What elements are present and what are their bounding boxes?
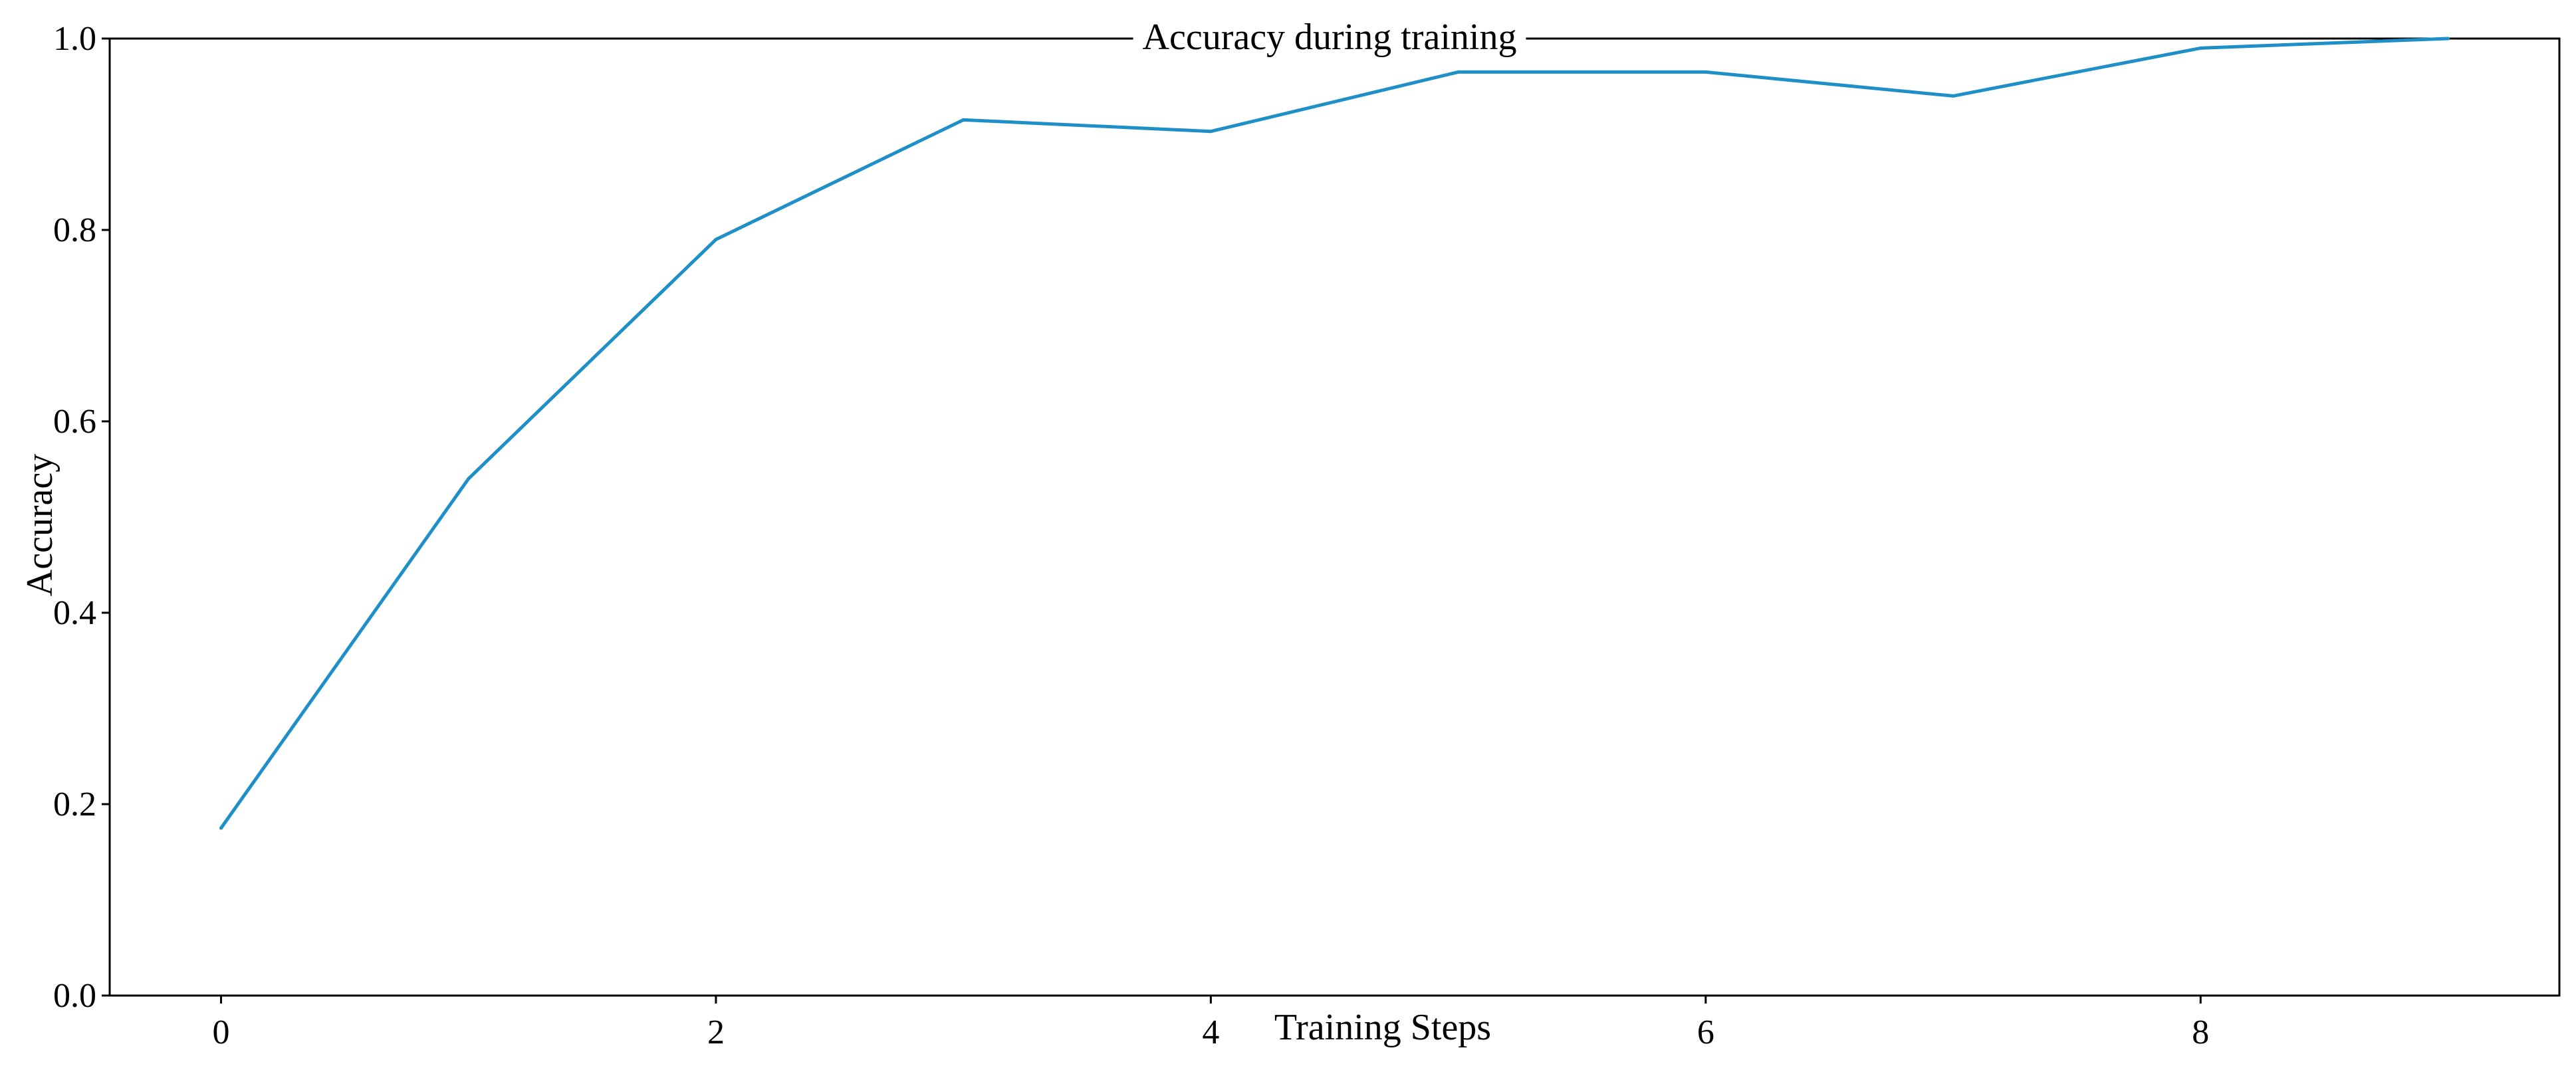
y-tick-label: 0.2 [53,786,96,823]
data-point [961,118,965,122]
data-point [1704,70,1708,74]
y-axis-ticks: 0.0 0.2 0.4 0.6 0.8 1.0 [53,20,110,1015]
data-point [467,477,471,481]
x-tick-label: 2 [707,1014,725,1051]
y-tick-label: 0.8 [53,211,96,249]
x-axis-label-background [1266,1007,1500,1048]
title-background [1133,17,1526,58]
y-axis-label: Accuracy [19,454,60,597]
data-point [1209,130,1213,134]
series-layer [219,37,2450,830]
x-tick-label: 4 [1202,1014,1219,1051]
data-point [1951,94,1955,98]
x-tick-label: 0 [213,1014,230,1051]
plot-frame [108,37,2561,997]
data-point [2446,37,2450,41]
data-point [2198,46,2202,50]
y-tick-label: 0.0 [53,977,96,1015]
chart-title: Accuracy during training [1143,17,1517,58]
accuracy-series-line [219,37,2450,830]
data-point [219,826,223,830]
x-tick-label: 8 [2192,1014,2209,1051]
y-tick-label: 1.0 [53,20,96,58]
y-tick-label: 0.6 [53,403,96,441]
data-point [714,237,718,241]
x-axis-ticks: 0 2 4 6 8 [213,996,2209,1051]
y-tick-label: 0.4 [53,594,96,632]
data-point [1457,70,1461,74]
x-tick-label: 6 [1697,1014,1714,1051]
x-axis-label: Training Steps [1274,1007,1491,1048]
